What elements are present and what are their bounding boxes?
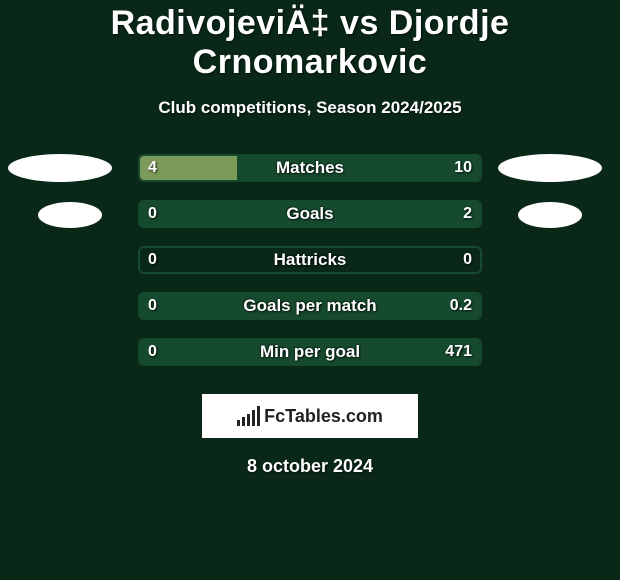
stat-value-right: 10 xyxy=(454,154,472,182)
stat-bar-right xyxy=(140,202,480,226)
stat-value-left: 4 xyxy=(148,154,157,182)
stat-value-right: 471 xyxy=(445,338,472,366)
stat-value-left: 0 xyxy=(148,292,157,320)
decorative-ellipse xyxy=(498,154,602,182)
stat-value-right: 0.2 xyxy=(450,292,472,320)
decorative-ellipse xyxy=(38,202,102,228)
stat-bar-right xyxy=(140,294,480,318)
page-title: RadivojeviÄ‡ vs Djordje Crnomarkovic xyxy=(0,4,620,82)
stat-value-left: 0 xyxy=(148,200,157,228)
decorative-ellipse xyxy=(8,154,112,182)
stat-row: Goals per match00.2 xyxy=(0,292,620,338)
stat-bar-track xyxy=(138,292,482,320)
logo-text: FcTables.com xyxy=(264,406,383,427)
stat-value-left: 0 xyxy=(148,338,157,366)
date-label: 8 october 2024 xyxy=(0,456,620,477)
stat-value-right: 0 xyxy=(463,246,472,274)
stat-bar-track xyxy=(138,200,482,228)
source-logo: FcTables.com xyxy=(202,394,418,438)
stat-value-left: 0 xyxy=(148,246,157,274)
stat-row: Hattricks00 xyxy=(0,246,620,292)
stat-bar-track xyxy=(138,154,482,182)
stat-row: Min per goal0471 xyxy=(0,338,620,384)
stat-bar-track xyxy=(138,338,482,366)
decorative-ellipse xyxy=(518,202,582,228)
stat-bar-right xyxy=(140,340,480,364)
logo-bars-icon xyxy=(237,406,260,426)
stat-value-right: 2 xyxy=(463,200,472,228)
page-subtitle: Club competitions, Season 2024/2025 xyxy=(0,98,620,118)
stats-area: Matches410Goals02Hattricks00Goals per ma… xyxy=(0,154,620,384)
stat-bar-right xyxy=(237,156,480,180)
stat-bar-track xyxy=(138,246,482,274)
